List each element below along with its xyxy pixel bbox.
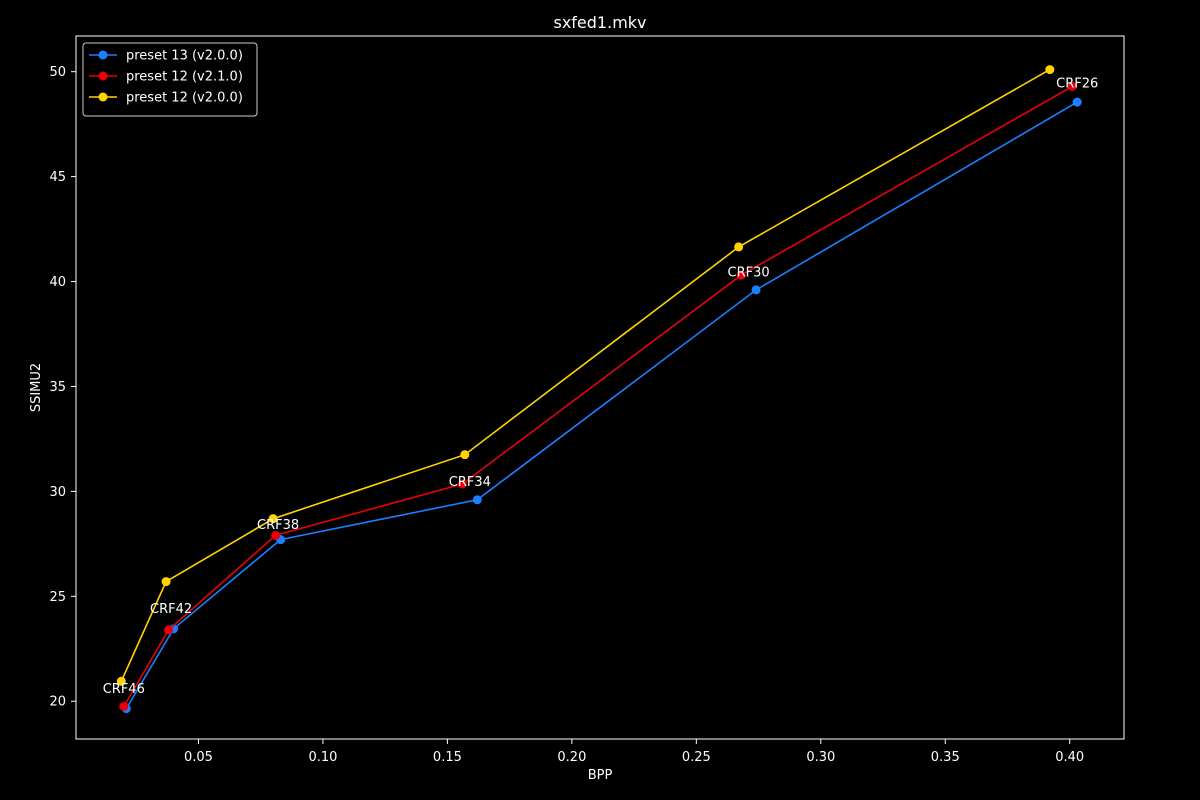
data-point <box>734 242 744 252</box>
y-tick-label: 20 <box>49 695 66 710</box>
y-tick-label: 50 <box>49 65 66 80</box>
series-line <box>125 101 1078 710</box>
series-line <box>123 85 1073 707</box>
data-point <box>1072 97 1082 107</box>
data-point <box>161 577 171 587</box>
series-2 <box>119 81 1077 711</box>
crf-annotation: CRF34 <box>449 475 491 490</box>
legend-label: preset 12 (v2.1.0) <box>126 70 243 85</box>
y-tick-label: 45 <box>49 170 66 185</box>
series-3 <box>116 65 1055 686</box>
crf-annotation: CRF46 <box>103 682 145 697</box>
x-axis-label: BPP <box>588 768 613 783</box>
plot-frame <box>75 35 1125 740</box>
legend: preset 13 (v2.0.0) preset 12 (v2.1.0) pres… <box>82 42 258 117</box>
y-tick-label: 40 <box>49 275 66 290</box>
data-point <box>119 701 129 711</box>
legend-marker <box>98 71 108 81</box>
crf-annotation: CRF42 <box>150 602 192 617</box>
data-point <box>460 450 470 460</box>
x-tick-label: 0.40 <box>1055 750 1084 765</box>
crf-annotation: CRF30 <box>728 265 770 280</box>
x-tick-label: 0.10 <box>308 750 337 765</box>
x-tick-label: 0.35 <box>931 750 960 765</box>
x-tick-label: 0.20 <box>557 750 586 765</box>
legend-box <box>82 42 258 117</box>
y-tick-label: 30 <box>49 485 66 500</box>
x-axis: 0.05 0.10 0.15 0.20 0.25 0.30 0.35 0.40 <box>184 739 1084 765</box>
chart-title: sxfed1.mkv <box>553 13 646 32</box>
x-tick-label: 0.25 <box>682 750 711 765</box>
annotations: CRF46 CRF42 CRF38 CRF34 CRF30 CRF26 <box>103 76 1099 696</box>
series-line <box>120 68 1051 682</box>
crf-annotation: CRF38 <box>257 518 299 533</box>
data-point <box>1067 81 1077 91</box>
data-point <box>472 495 482 505</box>
y-axis-label: SSIMU2 <box>29 363 44 412</box>
data-point <box>116 676 126 686</box>
legend-label: preset 12 (v2.0.0) <box>126 91 243 106</box>
data-point <box>268 514 278 524</box>
legend-label: preset 13 (v2.0.0) <box>126 49 243 64</box>
data-point <box>457 479 467 489</box>
y-tick-label: 35 <box>49 380 66 395</box>
data-point <box>164 625 174 635</box>
y-tick-label: 25 <box>49 590 66 605</box>
legend-marker <box>98 50 108 60</box>
x-tick-label: 0.15 <box>433 750 462 765</box>
x-tick-label: 0.30 <box>806 750 835 765</box>
x-tick-label: 0.05 <box>184 750 213 765</box>
data-point <box>751 285 761 295</box>
plot-area: CRF46 CRF42 CRF38 CRF34 CRF30 CRF26 <box>103 65 1099 714</box>
y-axis: 20 25 30 35 40 45 50 <box>49 65 76 710</box>
data-point <box>736 270 746 280</box>
data-point <box>271 530 281 540</box>
crf-annotation: CRF26 <box>1056 76 1098 91</box>
data-point <box>1045 65 1055 75</box>
legend-marker <box>98 92 108 102</box>
